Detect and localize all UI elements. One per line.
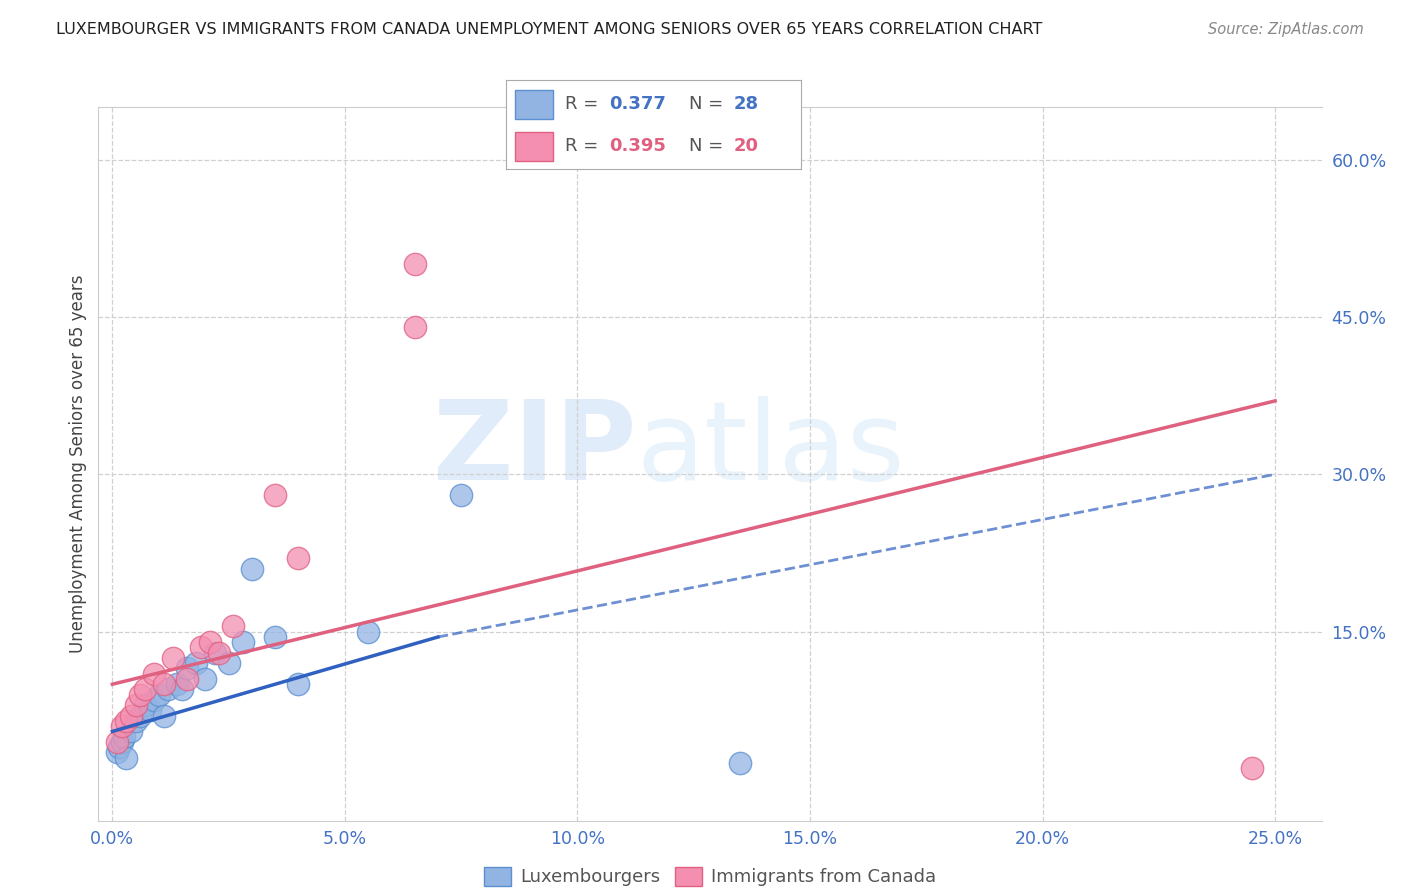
Point [152,677,174,691]
Text: 20: 20 [734,137,758,155]
Text: 0.377: 0.377 [610,95,666,113]
Point [194,672,217,686]
Point [198,635,221,649]
Point [176,661,198,675]
Point [166,677,188,691]
Point [240,562,263,576]
Point [111,735,134,749]
Point [112,730,135,744]
Point [357,624,380,639]
Point [204,646,226,660]
Text: atlas: atlas [637,396,905,503]
Point [218,657,240,671]
Point [208,646,231,660]
Point [222,619,245,633]
Point [404,320,426,334]
Point [111,719,134,733]
Point [134,698,156,713]
Point [264,488,287,502]
Point [157,682,180,697]
Text: 0.395: 0.395 [610,137,666,155]
Point [1240,761,1263,775]
Point [124,714,146,728]
Text: N =: N = [689,95,730,113]
Point [184,657,207,671]
Point [730,756,752,770]
Point [105,735,128,749]
Point [287,551,309,566]
Legend: Luxembourgers, Immigrants from Canada: Luxembourgers, Immigrants from Canada [477,859,943,892]
FancyBboxPatch shape [515,132,554,161]
Point [143,693,166,707]
Point [162,651,184,665]
Point [450,488,472,502]
Point [172,682,194,697]
Point [148,688,170,702]
Point [124,698,146,713]
Point [264,630,287,644]
Point [129,688,152,702]
Text: R =: R = [565,95,605,113]
Text: 28: 28 [734,95,759,113]
Point [134,682,156,697]
Point [287,677,309,691]
Text: N =: N = [689,137,730,155]
Text: R =: R = [565,137,605,155]
Text: LUXEMBOURGER VS IMMIGRANTS FROM CANADA UNEMPLOYMENT AMONG SENIORS OVER 65 YEARS : LUXEMBOURGER VS IMMIGRANTS FROM CANADA U… [56,22,1043,37]
Point [232,635,254,649]
Text: Source: ZipAtlas.com: Source: ZipAtlas.com [1208,22,1364,37]
Point [143,666,166,681]
Point [120,708,142,723]
Point [120,724,142,739]
Point [176,672,198,686]
Text: ZIP: ZIP [433,396,637,503]
Point [138,703,160,717]
Point [152,708,174,723]
Point [108,740,131,755]
FancyBboxPatch shape [515,90,554,119]
Point [129,708,152,723]
Point [115,750,138,764]
Point [190,640,212,655]
Y-axis label: Unemployment Among Seniors over 65 years: Unemployment Among Seniors over 65 years [69,275,87,653]
Point [404,257,426,271]
Point [105,746,128,760]
Point [115,714,138,728]
